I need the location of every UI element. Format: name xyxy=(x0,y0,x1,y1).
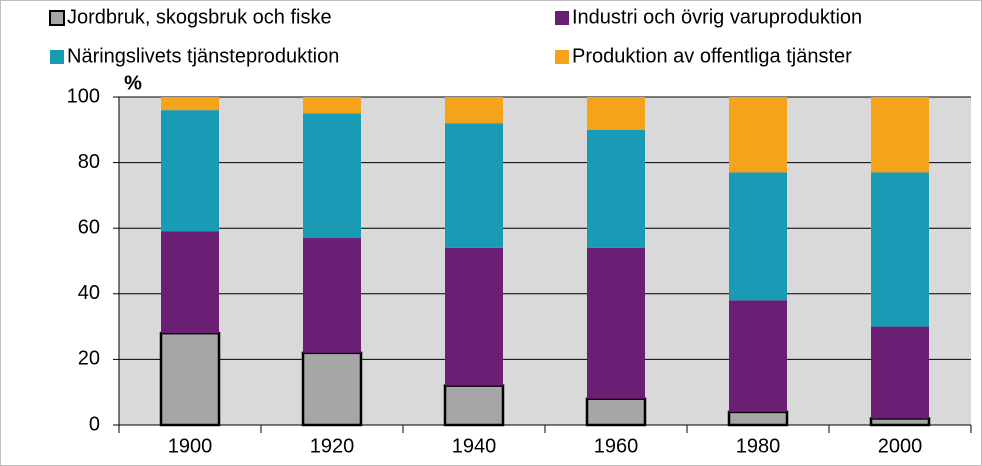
legend-label: Jordbruk, skogsbruk och fiske xyxy=(67,6,332,28)
y-tick-label: 40 xyxy=(78,282,100,304)
bar-segment xyxy=(303,97,361,114)
x-tick-label: 1980 xyxy=(736,435,781,457)
bar-segment xyxy=(727,410,789,427)
y-tick-label: 100 xyxy=(67,85,100,107)
x-tick-label: 1920 xyxy=(310,435,355,457)
bar-segment xyxy=(445,97,503,124)
bar-segment xyxy=(159,331,221,427)
x-tick-label: 1940 xyxy=(452,435,497,457)
y-axis-label: % xyxy=(124,72,142,94)
bar-segment xyxy=(301,351,363,427)
y-tick-label: 0 xyxy=(89,413,100,435)
bar-segment xyxy=(587,97,645,130)
bar-segment xyxy=(871,326,929,419)
bar-segment xyxy=(303,238,361,353)
legend-label: Näringslivets tjänsteproduktion xyxy=(67,45,339,67)
bar-segment xyxy=(869,417,931,427)
legend-marker xyxy=(50,50,64,64)
legend-marker xyxy=(49,10,65,26)
bar-segment xyxy=(587,247,645,399)
bar-segment xyxy=(871,97,929,173)
bar-segment xyxy=(445,123,503,248)
bar-segment xyxy=(443,384,505,427)
legend-marker xyxy=(555,50,569,64)
legend-label: Industri och övrig varuproduktion xyxy=(572,6,862,28)
legend-label: Produktion av offentliga tjänster xyxy=(572,45,852,67)
bar-segment xyxy=(303,113,361,239)
x-tick-label: 2000 xyxy=(878,435,923,457)
bar-segment xyxy=(729,172,787,301)
y-tick-label: 20 xyxy=(78,348,100,370)
y-tick-label: 80 xyxy=(78,151,100,173)
y-tick-label: 60 xyxy=(78,216,100,238)
bar-segment xyxy=(871,172,929,327)
bar-segment xyxy=(729,97,787,173)
bar-segment xyxy=(445,247,503,386)
bar-segment xyxy=(587,129,645,248)
bar-segment xyxy=(729,300,787,412)
bar-segment xyxy=(161,110,219,232)
x-tick-label: 1900 xyxy=(168,435,213,457)
legend-marker xyxy=(555,11,569,25)
plot-area xyxy=(119,97,971,425)
bar-segment xyxy=(161,231,219,334)
bar-segment xyxy=(161,97,219,111)
bar-segment xyxy=(585,397,647,427)
x-tick-label: 1960 xyxy=(594,435,639,457)
